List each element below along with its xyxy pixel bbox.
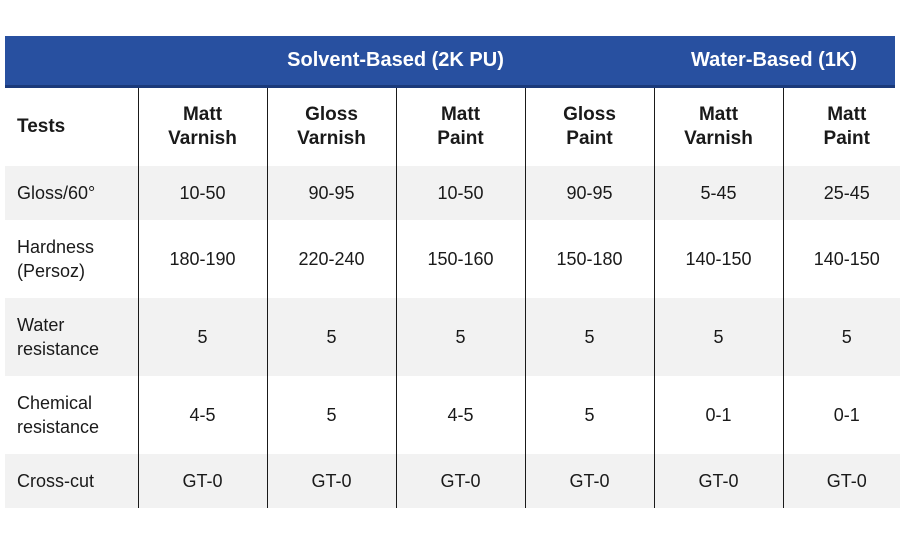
test-name-line: Hardness [17, 237, 95, 257]
value-cell: 5 [137, 298, 267, 376]
test-name-cell: Cross-cut [5, 454, 138, 508]
value-cell: GT-0 [524, 454, 654, 508]
value-cell: 220-240 [266, 220, 396, 298]
column-header: Matt Paint [782, 88, 900, 166]
value-cell: 0-1 [653, 376, 783, 454]
table-row: Cross-cut GT-0 GT-0 GT-0 GT-0 GT-0 GT-0 [5, 454, 900, 508]
column-header-line: Gloss [563, 104, 616, 125]
solvent-based-group-label: Solvent-Based (2K PU) [287, 49, 504, 71]
value-cell: 4-5 [137, 376, 267, 454]
value-cell: 5 [395, 298, 525, 376]
test-name-cell: Gloss/60° [5, 166, 138, 220]
value-cell: 5 [266, 298, 396, 376]
value-cell: 150-160 [395, 220, 525, 298]
value-cell: 10-50 [137, 166, 267, 220]
value-cell: 10-50 [395, 166, 525, 220]
table-row: Hardness (Persoz) 180-190 220-240 150-160… [5, 220, 900, 298]
test-name-line: Cross-cut [17, 471, 95, 491]
column-header-line: Paint [823, 128, 870, 149]
value-cell: 5 [653, 298, 783, 376]
column-header-line: Paint [566, 128, 613, 149]
column-header-line: Paint [437, 128, 484, 149]
value-cell: 0-1 [782, 376, 900, 454]
table-row: Chemical resistance 4-5 5 4-5 5 0-1 0-1 [5, 376, 900, 454]
column-header-line: Varnish [168, 128, 237, 149]
value-cell: 150-180 [524, 220, 654, 298]
table-row: Water resistance 5 5 5 5 5 5 [5, 298, 900, 376]
column-header-line: Matt [827, 104, 867, 125]
test-name-line: resistance [17, 417, 100, 437]
column-header: Matt Varnish [137, 88, 267, 166]
value-cell: 140-150 [782, 220, 900, 298]
value-cell: GT-0 [653, 454, 783, 508]
value-cell: GT-0 [395, 454, 525, 508]
column-header-row: Tests Matt Varnish Gloss Varnish Matt Paint… [5, 88, 900, 166]
group-header-banner: Solvent-Based (2K PU) Water-Based (1K) [5, 36, 895, 88]
column-header: Gloss Varnish [266, 88, 396, 166]
value-cell: 5-45 [653, 166, 783, 220]
column-header-line: Matt [182, 104, 223, 125]
water-based-group-label: Water-Based (1K) [691, 49, 857, 71]
value-cell: 140-150 [653, 220, 783, 298]
test-name-line: Water [17, 315, 65, 335]
test-name-line: (Persoz) [17, 261, 86, 281]
value-cell: 5 [266, 376, 396, 454]
value-cell: 90-95 [266, 166, 396, 220]
value-cell: 5 [524, 298, 654, 376]
column-header-line: Varnish [297, 128, 366, 149]
comparison-table-container: Solvent-Based (2K PU) Water-Based (1K) T… [5, 36, 900, 508]
test-name-line: resistance [17, 339, 100, 359]
column-header-line: Gloss [305, 104, 358, 125]
value-cell: 5 [524, 376, 654, 454]
value-cell: 4-5 [395, 376, 525, 454]
column-header-line: Matt [440, 104, 481, 125]
value-cell: GT-0 [137, 454, 267, 508]
column-header: Gloss Paint [524, 88, 654, 166]
value-cell: 5 [782, 298, 900, 376]
value-cell: GT-0 [266, 454, 396, 508]
column-header: Matt Varnish [653, 88, 783, 166]
test-name-line: Gloss/60° [17, 183, 96, 203]
value-cell: 180-190 [137, 220, 267, 298]
test-name-cell: Hardness (Persoz) [5, 220, 138, 298]
test-name-cell: Chemical resistance [5, 376, 138, 454]
test-name-line: Chemical [17, 393, 93, 413]
value-cell: GT-0 [782, 454, 900, 508]
value-cell: 25-45 [782, 166, 900, 220]
column-header-line: Varnish [684, 128, 753, 149]
column-header-line: Matt [698, 104, 739, 125]
test-name-cell: Water resistance [5, 298, 138, 376]
table-row: Gloss/60° 10-50 90-95 10-50 90-95 5-45 2… [5, 166, 900, 220]
test-results-table: Tests Matt Varnish Gloss Varnish Matt Paint… [5, 88, 900, 508]
tests-column-header: Tests [5, 88, 138, 166]
column-header: Matt Paint [395, 88, 525, 166]
value-cell: 90-95 [524, 166, 654, 220]
